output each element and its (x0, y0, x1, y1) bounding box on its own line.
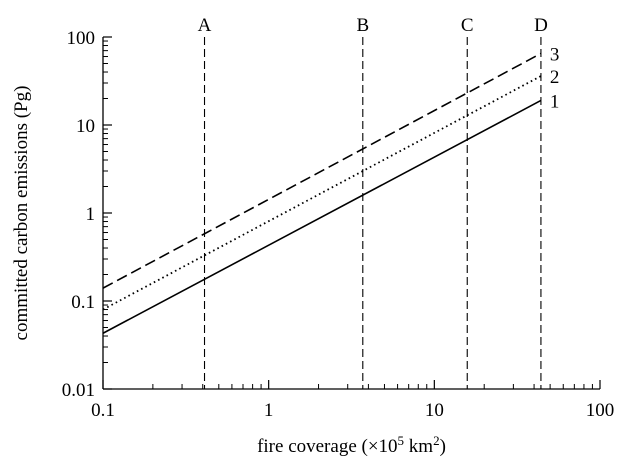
y-tick-label: 1 (86, 204, 96, 225)
y-axis-title: committed carbon emissions (Pg) (11, 86, 32, 341)
y-tick-label: 0.01 (62, 380, 95, 401)
reference-label-a: A (198, 15, 212, 36)
reference-label-c: C (461, 15, 474, 36)
x-axis-title-mid: km (404, 436, 433, 457)
y-tick-label: 10 (76, 116, 95, 137)
reference-lines: A B C D (198, 15, 548, 389)
tick-marks (102, 36, 601, 390)
series-label-1: 1 (550, 91, 560, 112)
x-axis-title-suffix: ) (440, 436, 446, 457)
series-label-3: 3 (550, 44, 560, 65)
x-tick-label: 10 (425, 400, 444, 421)
x-axis-title: fire coverage (×105 km2) (257, 433, 446, 457)
series-line-3 (102, 52, 542, 289)
x-tick-label: 100 (586, 400, 615, 421)
x-axis-title-exponent-2: 2 (433, 433, 440, 448)
axes (102, 37, 600, 390)
y-tick-label: 100 (67, 28, 96, 49)
data-series: 1 23 (102, 44, 560, 334)
series-line-1 (102, 99, 542, 334)
reference-label-d: D (534, 15, 548, 36)
x-axis-title-exponent-1: 5 (398, 433, 405, 448)
y-tick-label: 0.1 (71, 292, 95, 313)
series-label-2: 2 (550, 67, 560, 88)
series-line-2 (102, 75, 542, 311)
x-axis-title-prefix: fire coverage (×10 (257, 436, 397, 457)
x-tick-label: 0.1 (91, 400, 115, 421)
reference-label-b: B (356, 15, 369, 36)
x-tick-label: 1 (264, 400, 274, 421)
